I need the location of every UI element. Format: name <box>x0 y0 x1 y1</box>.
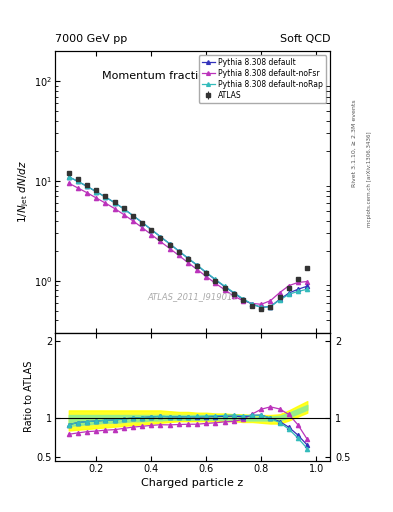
Pythia 8.308 default <box>204 270 209 276</box>
Pythia 8.308 default <box>185 255 190 261</box>
Pythia 8.308 default <box>176 248 181 254</box>
Pythia 8.308 default-noRap <box>176 248 181 254</box>
Pythia 8.308 default-noRap <box>158 233 163 240</box>
Pythia 8.308 default-noRap <box>305 286 310 292</box>
Pythia 8.308 default <box>130 212 135 219</box>
Line: Pythia 8.308 default-noFsr: Pythia 8.308 default-noFsr <box>67 181 309 306</box>
Pythia 8.308 default-noRap <box>222 283 227 289</box>
Pythia 8.308 default-noFsr <box>185 260 190 266</box>
Pythia 8.308 default-noFsr <box>213 280 218 286</box>
Pythia 8.308 default-noRap <box>286 291 291 297</box>
Pythia 8.308 default-noFsr <box>158 239 163 245</box>
Line: Pythia 8.308 default: Pythia 8.308 default <box>67 175 309 309</box>
Pythia 8.308 default <box>222 284 227 290</box>
Pythia 8.308 default <box>85 183 90 189</box>
Pythia 8.308 default <box>250 301 255 307</box>
Pythia 8.308 default-noFsr <box>204 273 209 280</box>
Pythia 8.308 default-noFsr <box>103 200 108 206</box>
Pythia 8.308 default-noRap <box>94 188 99 195</box>
Pythia 8.308 default-noFsr <box>94 195 99 201</box>
Pythia 8.308 default-noFsr <box>85 190 90 196</box>
Pythia 8.308 default-noFsr <box>167 245 172 251</box>
Pythia 8.308 default <box>112 200 117 206</box>
Pythia 8.308 default-noFsr <box>241 297 245 304</box>
Pythia 8.308 default <box>158 233 163 240</box>
Pythia 8.308 default-noFsr <box>149 231 154 238</box>
Pythia 8.308 default-noFsr <box>176 252 181 259</box>
Pythia 8.308 default-noFsr <box>130 218 135 224</box>
Pythia 8.308 default-noFsr <box>259 301 264 307</box>
Pythia 8.308 default <box>103 194 108 200</box>
Pythia 8.308 default <box>167 241 172 247</box>
Text: mcplots.cern.ch [arXiv:1306.3436]: mcplots.cern.ch [arXiv:1306.3436] <box>367 132 373 227</box>
Pythia 8.308 default-noFsr <box>140 225 145 231</box>
Pythia 8.308 default-noRap <box>140 220 145 226</box>
Pythia 8.308 default <box>195 263 200 269</box>
Pythia 8.308 default-noRap <box>130 212 135 219</box>
Pythia 8.308 default-noFsr <box>112 205 117 211</box>
Pythia 8.308 default-noRap <box>103 194 108 200</box>
Pythia 8.308 default-noRap <box>66 174 71 180</box>
Text: Soft QCD: Soft QCD <box>280 33 330 44</box>
Pythia 8.308 default <box>75 178 80 184</box>
Pythia 8.308 default-noRap <box>250 301 255 307</box>
Pythia 8.308 default-noRap <box>85 183 90 189</box>
Pythia 8.308 default-noRap <box>213 276 218 283</box>
Line: Pythia 8.308 default-noRap: Pythia 8.308 default-noRap <box>67 175 309 309</box>
Pythia 8.308 default-noRap <box>185 255 190 261</box>
Pythia 8.308 default-noRap <box>231 289 236 295</box>
Legend: Pythia 8.308 default, Pythia 8.308 default-noFsr, Pythia 8.308 default-noRap, AT: Pythia 8.308 default, Pythia 8.308 defau… <box>198 55 326 103</box>
Pythia 8.308 default-noFsr <box>222 287 227 293</box>
Text: Momentum fraction z(track jets): Momentum fraction z(track jets) <box>103 71 283 81</box>
Pythia 8.308 default <box>121 206 126 212</box>
Pythia 8.308 default <box>213 276 218 283</box>
Pythia 8.308 default-noRap <box>296 288 300 294</box>
Pythia 8.308 default-noRap <box>277 297 282 303</box>
Pythia 8.308 default-noRap <box>268 304 273 310</box>
Pythia 8.308 default-noFsr <box>305 279 310 285</box>
Pythia 8.308 default <box>149 226 154 232</box>
Pythia 8.308 default <box>140 220 145 226</box>
Pythia 8.308 default-noFsr <box>66 180 71 186</box>
Pythia 8.308 default <box>305 283 310 289</box>
Pythia 8.308 default-noRap <box>259 304 264 310</box>
Pythia 8.308 default <box>231 290 236 296</box>
X-axis label: Charged particle z: Charged particle z <box>141 478 244 488</box>
Pythia 8.308 default-noFsr <box>75 185 80 191</box>
Y-axis label: $1/N_{\rm jet}\ dN/dz$: $1/N_{\rm jet}\ dN/dz$ <box>17 161 31 223</box>
Pythia 8.308 default-noRap <box>149 226 154 232</box>
Pythia 8.308 default-noRap <box>75 178 80 184</box>
Pythia 8.308 default-noRap <box>241 295 245 302</box>
Pythia 8.308 default-noFsr <box>121 211 126 218</box>
Pythia 8.308 default <box>241 296 245 303</box>
Text: ATLAS_2011_I919017: ATLAS_2011_I919017 <box>147 292 238 301</box>
Pythia 8.308 default-noRap <box>112 200 117 206</box>
Text: Rivet 3.1.10, ≥ 2.3M events: Rivet 3.1.10, ≥ 2.3M events <box>352 99 357 187</box>
Pythia 8.308 default-noFsr <box>277 289 282 295</box>
Pythia 8.308 default-noRap <box>167 241 172 247</box>
Pythia 8.308 default <box>259 304 264 310</box>
Pythia 8.308 default <box>268 304 273 310</box>
Pythia 8.308 default <box>66 174 71 180</box>
Pythia 8.308 default <box>94 188 99 195</box>
Pythia 8.308 default <box>286 290 291 296</box>
Pythia 8.308 default-noFsr <box>286 283 291 289</box>
Pythia 8.308 default-noFsr <box>296 280 300 286</box>
Pythia 8.308 default <box>296 286 300 292</box>
Pythia 8.308 default <box>277 296 282 303</box>
Pythia 8.308 default-noFsr <box>195 267 200 273</box>
Pythia 8.308 default-noRap <box>195 262 200 268</box>
Pythia 8.308 default-noFsr <box>250 301 255 307</box>
Pythia 8.308 default-noRap <box>121 206 126 212</box>
Y-axis label: Ratio to ATLAS: Ratio to ATLAS <box>24 361 34 433</box>
Text: 7000 GeV pp: 7000 GeV pp <box>55 33 127 44</box>
Pythia 8.308 default-noFsr <box>231 293 236 299</box>
Pythia 8.308 default-noFsr <box>268 297 273 304</box>
Pythia 8.308 default-noRap <box>204 269 209 275</box>
